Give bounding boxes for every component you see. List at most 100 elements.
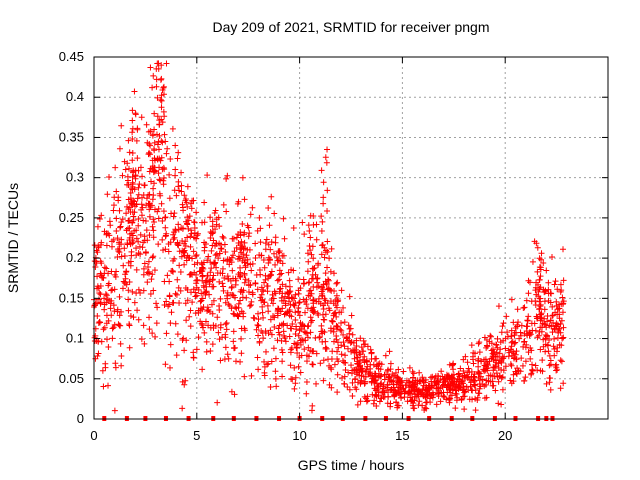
data-point bbox=[122, 271, 129, 278]
data-point bbox=[287, 362, 294, 369]
data-point bbox=[209, 310, 216, 317]
data-point bbox=[372, 370, 379, 377]
data-point bbox=[91, 242, 98, 249]
data-point bbox=[187, 243, 194, 250]
data-point bbox=[308, 407, 315, 414]
data-point bbox=[523, 328, 530, 335]
data-point bbox=[183, 199, 190, 206]
data-point bbox=[316, 333, 323, 340]
data-point bbox=[219, 233, 226, 240]
data-point bbox=[478, 358, 485, 365]
data-point bbox=[163, 330, 170, 337]
data-point bbox=[273, 383, 280, 390]
data-point bbox=[470, 376, 477, 383]
data-point bbox=[203, 338, 210, 345]
data-point bbox=[494, 335, 501, 342]
data-point bbox=[135, 216, 142, 223]
data-point bbox=[543, 267, 550, 274]
data-point bbox=[342, 366, 349, 373]
data-point bbox=[344, 345, 351, 352]
data-point bbox=[282, 310, 289, 317]
data-point bbox=[508, 333, 515, 340]
data-point bbox=[493, 342, 500, 349]
data-point bbox=[119, 172, 126, 179]
data-point bbox=[204, 272, 211, 279]
data-point bbox=[282, 293, 289, 300]
data-point bbox=[549, 329, 556, 336]
data-point bbox=[204, 172, 211, 179]
data-point bbox=[546, 379, 553, 386]
data-point bbox=[543, 380, 550, 387]
data-point bbox=[213, 216, 220, 223]
x-tick-label: 5 bbox=[193, 428, 200, 443]
data-point bbox=[138, 114, 145, 121]
data-point bbox=[124, 181, 131, 188]
data-point bbox=[384, 400, 391, 407]
data-point bbox=[313, 380, 320, 387]
data-point bbox=[434, 378, 441, 385]
y-tick-labels: 0 0.05 0.1 0.15 0.2 0.25 0.3 0.35 0.4 0.45 bbox=[59, 49, 84, 426]
data-point bbox=[333, 322, 340, 329]
data-point bbox=[288, 266, 295, 273]
data-point bbox=[385, 393, 392, 400]
data-point bbox=[198, 320, 205, 327]
data-point bbox=[189, 255, 196, 262]
data-point bbox=[216, 278, 223, 285]
data-point bbox=[529, 361, 536, 368]
data-point bbox=[188, 289, 195, 296]
data-point bbox=[239, 174, 246, 181]
data-point bbox=[205, 253, 212, 260]
data-point bbox=[410, 370, 417, 377]
data-point bbox=[96, 289, 103, 296]
data-point bbox=[231, 248, 238, 255]
data-point bbox=[222, 248, 229, 255]
data-point bbox=[390, 384, 397, 391]
data-point bbox=[350, 339, 357, 346]
data-point bbox=[238, 308, 245, 315]
data-point bbox=[282, 283, 289, 290]
data-point bbox=[338, 351, 345, 358]
data-point bbox=[154, 208, 161, 215]
data-point bbox=[354, 367, 361, 374]
data-point bbox=[544, 318, 551, 325]
data-point bbox=[126, 225, 133, 232]
data-point bbox=[398, 388, 405, 395]
data-point bbox=[149, 84, 156, 91]
data-point bbox=[480, 366, 487, 373]
data-point bbox=[315, 295, 322, 302]
data-point bbox=[320, 377, 327, 384]
data-point bbox=[182, 195, 189, 202]
data-point bbox=[472, 407, 479, 414]
data-point bbox=[292, 291, 299, 298]
data-point bbox=[306, 228, 313, 235]
data-point bbox=[174, 331, 181, 338]
data-point bbox=[259, 329, 266, 336]
data-point bbox=[195, 334, 202, 341]
data-point bbox=[552, 278, 559, 285]
data-point bbox=[213, 250, 220, 257]
data-point bbox=[272, 368, 279, 375]
data-point bbox=[490, 367, 497, 374]
data-point bbox=[165, 248, 172, 255]
data-point bbox=[118, 122, 125, 129]
data-point bbox=[127, 241, 134, 248]
data-point bbox=[138, 201, 145, 208]
data-point bbox=[303, 390, 310, 397]
data-point bbox=[483, 337, 490, 344]
data-point bbox=[275, 329, 282, 336]
data-point bbox=[99, 367, 106, 374]
data-point bbox=[358, 344, 365, 351]
data-point bbox=[529, 327, 536, 334]
plot-frame bbox=[93, 56, 609, 420]
data-point bbox=[319, 285, 326, 292]
data-point bbox=[162, 361, 169, 368]
data-point bbox=[166, 171, 173, 178]
data-point bbox=[169, 267, 176, 274]
data-point bbox=[537, 303, 544, 310]
data-point bbox=[189, 299, 196, 306]
data-point bbox=[260, 286, 267, 293]
data-point bbox=[167, 155, 174, 162]
data-point bbox=[310, 283, 317, 290]
data-point bbox=[272, 239, 279, 246]
data-point bbox=[505, 347, 512, 354]
